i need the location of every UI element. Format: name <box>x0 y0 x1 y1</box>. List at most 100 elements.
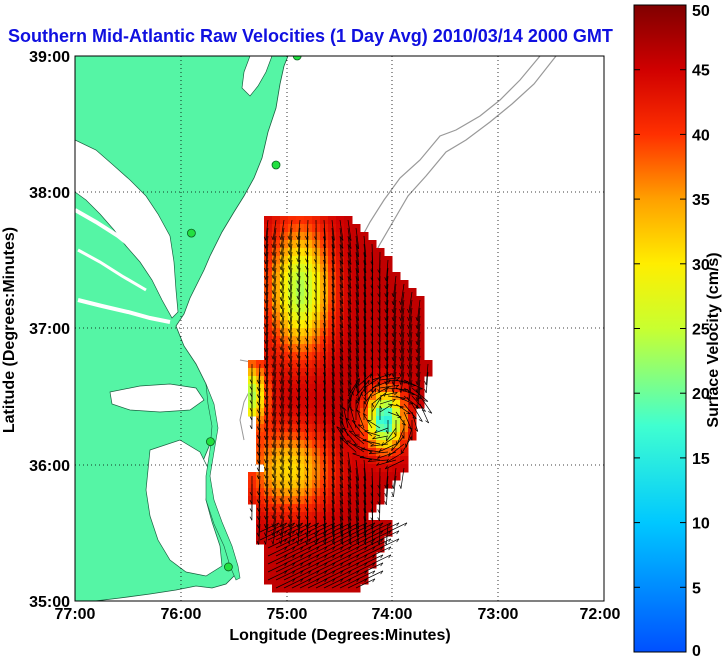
velocity-vector <box>359 457 381 461</box>
velocity-vector-head <box>304 412 308 417</box>
velocity-vector <box>306 499 309 520</box>
velocity-vector <box>331 315 335 336</box>
velocity-vector <box>258 451 261 472</box>
velocity-vector <box>339 371 344 393</box>
velocity-vector-head <box>391 365 394 370</box>
velocity-vector <box>265 467 269 487</box>
velocity-vector-head <box>279 235 282 240</box>
velocity-vector-head <box>305 235 308 240</box>
velocity-vector <box>339 530 360 541</box>
velocity-vector <box>259 530 280 541</box>
velocity-vector <box>258 499 261 520</box>
velocity-vector-head <box>407 364 410 369</box>
velocity-vector <box>411 411 419 432</box>
velocity-vector-head <box>279 506 282 511</box>
velocity-vector <box>331 419 335 441</box>
velocity-vector <box>306 363 309 384</box>
velocity-vector-head <box>287 428 290 433</box>
velocity-vector <box>323 371 326 393</box>
velocity-vector-head <box>264 490 267 495</box>
velocity-vector-head <box>263 451 267 456</box>
velocity-vector-head <box>305 474 308 479</box>
velocity-vector-head <box>377 509 380 514</box>
velocity-cell <box>400 440 409 449</box>
velocity-vector <box>267 562 288 573</box>
velocity-vector <box>281 459 285 478</box>
velocity-vector <box>331 355 335 377</box>
velocity-vector <box>272 403 277 425</box>
velocity-vector <box>280 219 285 240</box>
velocity-vector-head <box>284 522 288 527</box>
velocity-vector <box>331 467 335 488</box>
velocity-vector <box>368 451 389 455</box>
james-river <box>77 298 171 324</box>
velocity-vector <box>331 427 335 449</box>
velocity-vector-head <box>304 420 308 425</box>
velocity-vector <box>363 491 367 513</box>
velocity-vector <box>306 347 309 368</box>
velocity-vector-head <box>271 436 274 441</box>
velocity-vector <box>323 323 326 343</box>
velocity-vector <box>400 355 405 377</box>
velocity-vector-head <box>332 546 336 551</box>
velocity-vector-head <box>305 265 308 270</box>
velocity-vector <box>331 283 335 304</box>
velocity-vector <box>267 522 287 533</box>
velocity-vector-head <box>271 506 274 511</box>
velocity-vector <box>393 323 397 345</box>
velocity-vector-head <box>287 337 290 342</box>
velocity-vector <box>331 499 335 521</box>
velocity-vector <box>323 459 326 480</box>
velocity-vector-head <box>316 570 320 575</box>
velocity-vector <box>347 275 352 297</box>
colorbar: 0 5 10 15 20 25 30 35 40 45 50 Surface Velocity (c… <box>633 3 722 659</box>
velocity-vector-head <box>367 459 372 462</box>
velocity-cell <box>376 448 385 457</box>
velocity-vector <box>339 339 344 361</box>
velocity-vector-head <box>340 578 344 583</box>
velocity-vector <box>386 315 389 338</box>
velocity-vector <box>323 467 326 488</box>
velocity-vector-head <box>287 265 290 270</box>
velocity-vector-head <box>356 562 360 567</box>
velocity-vector <box>386 307 389 330</box>
velocity-vector-head <box>287 371 290 376</box>
velocity-vector-head <box>418 419 423 422</box>
velocity-vector-head <box>377 301 380 306</box>
velocity-vector <box>273 475 277 494</box>
velocity-vector <box>339 227 344 249</box>
velocity-vector <box>299 570 320 581</box>
velocity-vector <box>323 363 326 385</box>
velocity-vector-head <box>288 304 291 308</box>
velocity-vector <box>265 371 269 392</box>
velocity-vector <box>363 538 384 549</box>
velocity-vector <box>339 379 344 401</box>
velocity-vector-head <box>352 391 354 396</box>
velocity-vector <box>280 483 285 502</box>
velocity-vector-head <box>396 538 400 543</box>
velocity-vector <box>265 403 269 424</box>
velocity-vector-head <box>264 315 267 320</box>
velocity-vector <box>363 562 384 573</box>
y-tick-label: 35:00 <box>29 594 70 611</box>
velocity-vector <box>411 403 423 422</box>
colorbar-ticks: 0 5 10 15 20 25 30 35 40 45 50 <box>634 3 710 659</box>
velocity-cell <box>344 424 353 433</box>
velocity-vector <box>280 419 285 441</box>
velocity-vector-head <box>249 516 253 521</box>
velocity-vector-head <box>396 522 400 527</box>
velocity-vector <box>393 291 397 313</box>
velocity-vector <box>315 538 336 549</box>
velocity-vector <box>306 331 309 350</box>
velocity-vector-head <box>279 412 282 417</box>
velocity-vector <box>297 331 301 350</box>
velocity-vector <box>355 299 360 321</box>
velocity-vector <box>363 315 367 337</box>
velocity-vector <box>280 339 285 359</box>
velocity-vector <box>299 522 319 533</box>
velocity-vector-head <box>296 235 299 240</box>
velocity-vector <box>331 339 335 361</box>
velocity-vector-head <box>296 489 299 494</box>
velocity-vector-head <box>339 416 344 420</box>
velocity-vector <box>347 251 352 273</box>
